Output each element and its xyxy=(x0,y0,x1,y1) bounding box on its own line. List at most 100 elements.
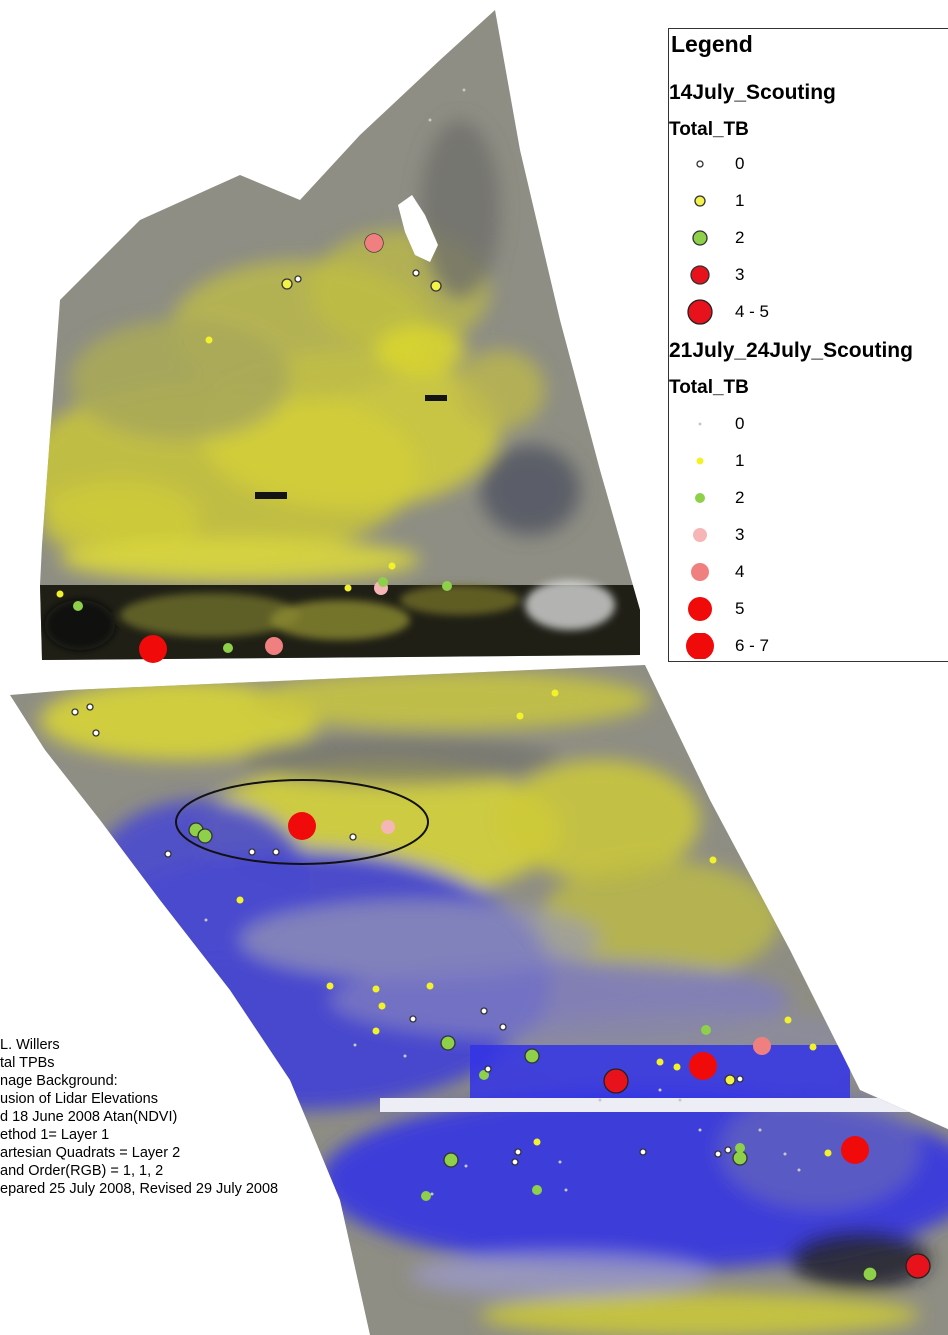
point-21july xyxy=(56,590,64,598)
point-14july xyxy=(71,708,79,716)
point-21july xyxy=(372,1027,380,1035)
point-14july xyxy=(440,1035,456,1051)
point-21july xyxy=(673,1063,681,1071)
point-21july xyxy=(464,1164,468,1168)
legend-symbol xyxy=(696,457,704,465)
point-21july xyxy=(421,1191,431,1201)
legend-symbol xyxy=(687,299,713,325)
legend-label: 1 xyxy=(735,191,745,210)
point-14july xyxy=(248,848,256,856)
point-21july xyxy=(372,985,380,993)
point-21july xyxy=(139,635,167,663)
legend-label: 2 xyxy=(735,228,745,247)
legend-row-14july-2: 2 xyxy=(669,225,948,251)
legend-row-14july-1: 1 xyxy=(669,188,948,214)
point-14july xyxy=(86,703,94,711)
point-21july xyxy=(265,637,283,655)
point-21july xyxy=(288,812,316,840)
point-21july xyxy=(479,1070,489,1080)
point-21july xyxy=(758,1128,762,1132)
point-14july xyxy=(349,833,357,841)
point-21july xyxy=(783,1152,787,1156)
note-line: artesian Quadrats = Layer 2 xyxy=(0,1145,181,1161)
point-14july xyxy=(639,1148,647,1156)
point-14july xyxy=(499,1023,507,1031)
legend-field-21july: Total_TB xyxy=(669,377,749,398)
legend-label: 4 xyxy=(735,562,745,581)
point-21july xyxy=(344,584,352,592)
legend-row-21july-6: 6 - 7 xyxy=(669,633,948,659)
note-line: and Order(RGB) = 1, 1, 2 xyxy=(0,1163,164,1179)
point-14july xyxy=(905,1253,931,1279)
legend-symbol xyxy=(695,493,705,503)
point-14july xyxy=(412,269,420,277)
point-21july xyxy=(841,1136,869,1164)
point-14july xyxy=(409,1015,417,1023)
legend-symbol xyxy=(694,195,706,207)
field-gap xyxy=(398,195,438,262)
point-21july xyxy=(462,88,466,92)
point-21july xyxy=(678,1098,682,1102)
point-21july xyxy=(378,577,388,587)
note-line: epared 25 July 2008, Revised 29 July 200… xyxy=(0,1181,279,1197)
legend-symbol-circle xyxy=(691,563,709,581)
legend-row-21july-3: 3 xyxy=(669,522,948,548)
point-21july xyxy=(403,1054,407,1058)
point-14july xyxy=(281,278,293,290)
legend-symbol xyxy=(691,563,709,581)
point-21july xyxy=(430,1192,434,1196)
point-14july xyxy=(511,1158,519,1166)
point-21july xyxy=(516,712,524,720)
point-14july xyxy=(603,1068,629,1094)
point-21july xyxy=(658,1088,662,1092)
point-14july xyxy=(197,828,213,844)
point-14july xyxy=(164,850,172,858)
point-14july xyxy=(484,1065,492,1073)
point-21july xyxy=(797,1168,801,1172)
legend-row-14july-3: 3 xyxy=(669,262,948,288)
point-21july xyxy=(564,1188,568,1192)
legend-row-14july-4: 4 - 5 xyxy=(669,299,948,325)
point-14july xyxy=(480,1007,488,1015)
legend-label: 3 xyxy=(735,265,745,284)
note-line: usion of Lidar Elevations xyxy=(0,1091,158,1107)
point-21july xyxy=(428,118,432,122)
point-14july xyxy=(724,1146,732,1154)
note-line: d 18 June 2008 Atan(NDVI) xyxy=(0,1109,178,1125)
point-14july xyxy=(714,1150,722,1158)
south-field xyxy=(10,665,948,1335)
legend-field-14july: Total_TB xyxy=(669,119,749,140)
note-line: nage Background: xyxy=(0,1073,118,1089)
point-21july xyxy=(753,1037,771,1055)
point-21july xyxy=(698,1128,702,1132)
point-21july xyxy=(326,982,334,990)
point-21july xyxy=(365,234,383,252)
legend-label: 5 xyxy=(735,599,745,618)
point-21july xyxy=(236,896,244,904)
legend-symbol xyxy=(696,160,704,168)
point-14july xyxy=(732,1150,748,1166)
legend-symbol xyxy=(698,422,702,426)
point-21july xyxy=(656,1058,664,1066)
legend-symbol xyxy=(690,265,710,285)
point-21july xyxy=(204,918,208,922)
legend-symbol-circle xyxy=(693,528,707,542)
legend-symbol xyxy=(692,230,708,246)
point-21july xyxy=(205,336,213,344)
note-line: tal TPBs xyxy=(0,1055,55,1071)
legend-layer-21july: 21July_24July_Scouting xyxy=(669,339,913,362)
point-21july xyxy=(381,820,395,834)
point-21july xyxy=(824,1149,832,1157)
legend-symbol-circle xyxy=(696,160,704,168)
point-21july xyxy=(532,1185,542,1195)
legend-symbol-circle xyxy=(690,265,710,285)
point-21july xyxy=(689,1052,717,1080)
note-line: L. Willers xyxy=(0,1037,60,1053)
legend-label: 0 xyxy=(735,154,745,173)
legend-label: 4 - 5 xyxy=(735,302,770,321)
scouting-points xyxy=(56,88,931,1282)
point-14july xyxy=(294,275,302,283)
point-14july xyxy=(736,1075,744,1083)
legend: Legend 14July_Scouting Total_TB 0 1 2 3 … xyxy=(668,28,948,662)
